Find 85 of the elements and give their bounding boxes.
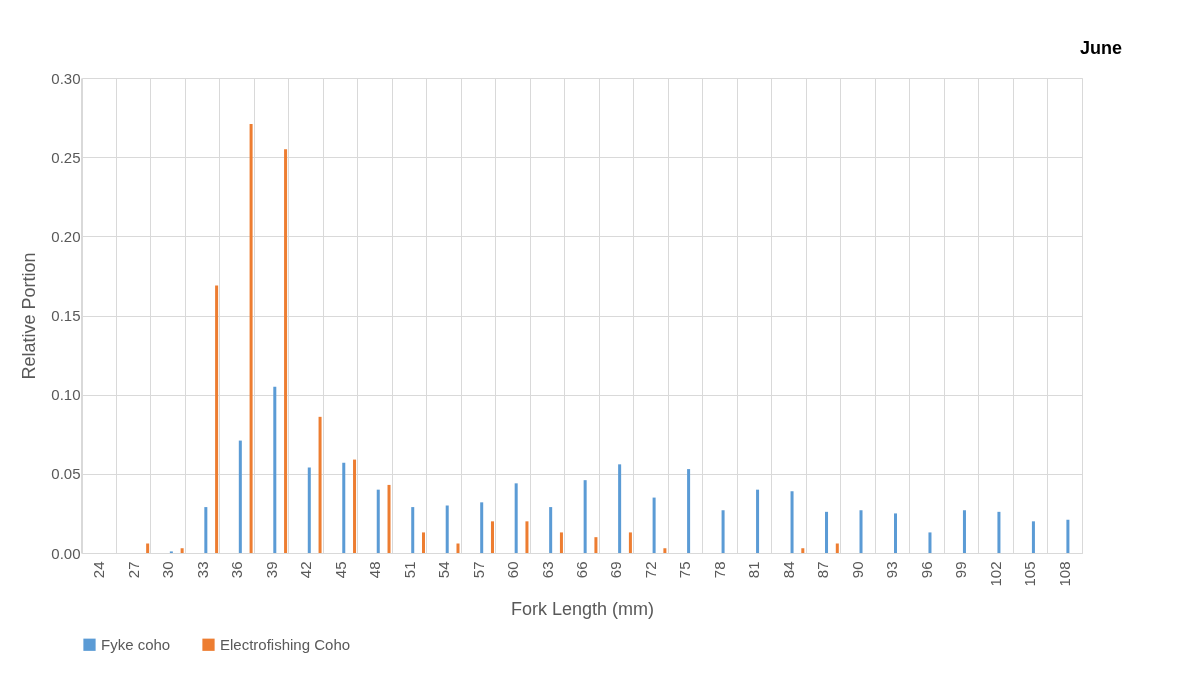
- bar: [204, 507, 208, 553]
- bar: [307, 467, 311, 553]
- bar: [284, 149, 288, 553]
- bar: [146, 543, 150, 553]
- bar: [756, 489, 760, 553]
- text: June: [1079, 38, 1122, 58]
- bar: [249, 123, 253, 553]
- bar: [480, 502, 484, 553]
- y-tick-label: 0.30: [51, 69, 81, 87]
- x-tick-label: 36: [228, 561, 246, 579]
- bar: [652, 497, 656, 553]
- bar: [594, 537, 598, 553]
- bar: [422, 532, 426, 553]
- bar: [835, 543, 839, 553]
- bar: [549, 507, 553, 553]
- x-tick-label: 33: [193, 561, 211, 579]
- bar: [411, 507, 415, 553]
- bar: [238, 440, 242, 553]
- x-tick-label: 81: [745, 561, 763, 579]
- x-tick-label: 63: [538, 561, 556, 579]
- bar: [490, 521, 494, 553]
- x-axis-title: Fork Length (mm): [510, 598, 655, 619]
- x-tick-label: 24: [90, 561, 108, 579]
- x-tick-label: 93: [883, 561, 901, 579]
- bar: [387, 484, 391, 553]
- bar: [445, 505, 449, 553]
- bar: [376, 489, 380, 553]
- x-tick-label: 78: [710, 561, 728, 579]
- bar: [721, 510, 725, 553]
- x-tick-label: 51: [400, 561, 418, 579]
- bar: [997, 511, 1001, 553]
- y-tick-label: 0.10: [51, 386, 81, 404]
- bar: [801, 548, 805, 553]
- y-tick-label: 0.15: [51, 307, 81, 324]
- bar: [180, 548, 184, 553]
- y-tick-label: 0.20: [51, 227, 81, 245]
- bar: [825, 511, 829, 553]
- y-axis-title: Relative Portion: [19, 252, 40, 380]
- x-tick-label: 57: [469, 561, 487, 579]
- bar: [353, 459, 357, 553]
- bar: [962, 510, 966, 553]
- bar: [342, 462, 346, 553]
- x-tick-label: 75: [676, 561, 694, 579]
- bar: [583, 480, 587, 553]
- bar: [790, 491, 794, 553]
- y-tick-label: 0.25: [51, 148, 81, 166]
- bar: [456, 543, 460, 553]
- x-tick-label: 54: [435, 561, 453, 579]
- x-tick-label: 105: [1021, 561, 1039, 587]
- x-tick-label: 42: [297, 561, 315, 579]
- x-tick-label: 48: [366, 561, 384, 579]
- x-tick-label: 30: [159, 561, 177, 579]
- x-tick-label: 45: [331, 561, 349, 579]
- x-tick-label: 102: [986, 561, 1004, 587]
- bar: [687, 469, 691, 553]
- bar: [663, 548, 667, 553]
- y-tick-label: 0.00: [51, 544, 81, 562]
- x-tick-label: 108: [1055, 561, 1073, 587]
- x-tick-label: 39: [262, 561, 280, 579]
- bar: [273, 386, 277, 553]
- x-tick-label: 60: [504, 561, 522, 579]
- x-tick-label: 99: [952, 561, 970, 579]
- legend-label: Electrofishing Coho: [220, 635, 351, 653]
- x-tick-label: 27: [124, 561, 142, 579]
- bar: [618, 464, 622, 553]
- x-tick-label: 69: [607, 561, 625, 579]
- bar: [928, 532, 932, 553]
- x-tick-label: 84: [779, 561, 797, 579]
- bar: [514, 483, 518, 553]
- bar: [525, 521, 529, 553]
- bar: [215, 285, 219, 553]
- bar: [893, 513, 897, 553]
- bar: [1066, 519, 1070, 553]
- x-tick-label: 72: [641, 561, 659, 579]
- x-tick-label: 96: [917, 561, 935, 579]
- bar: [1031, 521, 1035, 553]
- x-tick-label: 66: [573, 561, 590, 579]
- y-tick-label: 0.05: [51, 465, 81, 483]
- bar: [318, 416, 322, 553]
- bar: [859, 510, 863, 553]
- bar: [559, 532, 563, 553]
- x-tick-label: 90: [848, 561, 866, 579]
- x-tick-label: 87: [814, 561, 832, 579]
- legend-label: Fyke coho: [101, 635, 171, 653]
- bar: [628, 532, 632, 553]
